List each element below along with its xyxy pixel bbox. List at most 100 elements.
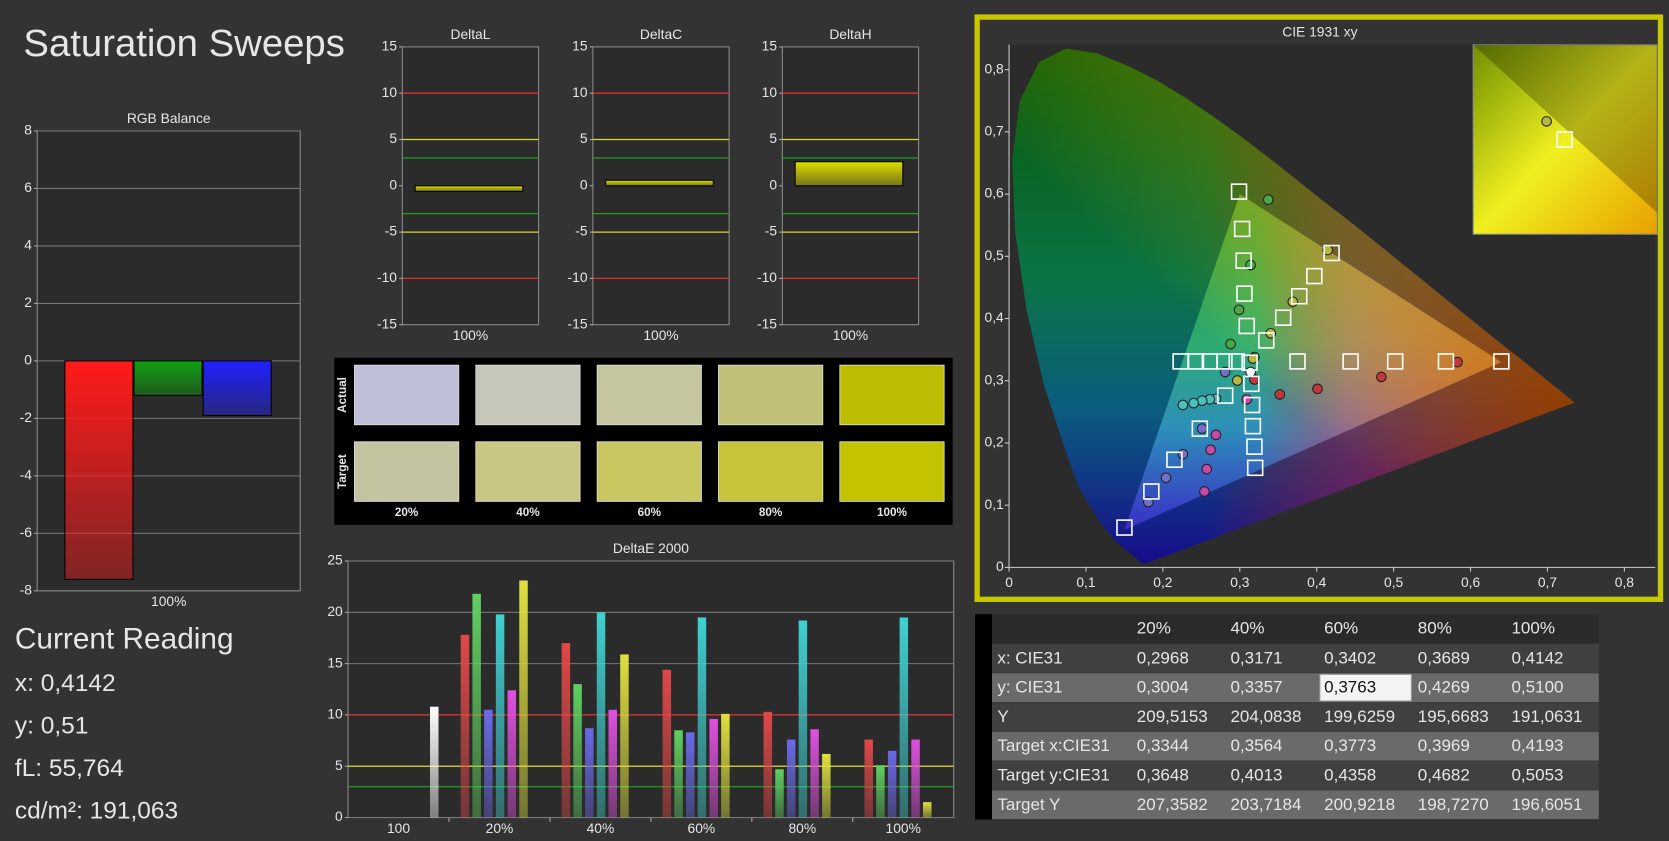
bar: [585, 728, 594, 818]
y-tick-label: 5: [580, 130, 588, 146]
table-cell: 191,0631: [1511, 707, 1582, 726]
y-tick-label: 10: [382, 84, 398, 100]
x-tick-label: 80%: [788, 820, 816, 836]
y-tick-label: 5: [335, 757, 343, 773]
swatch: [839, 441, 945, 502]
bar: [798, 620, 808, 818]
table-cell: 0,3344: [1137, 736, 1189, 755]
table-row-label: Target y:CIE31: [997, 766, 1110, 785]
target-point: [1235, 252, 1252, 269]
measured-point: [1210, 429, 1222, 441]
y-tick-label: 0,4: [985, 309, 1005, 325]
table-cell: 0,3004: [1137, 678, 1189, 697]
target-point: [1191, 420, 1209, 437]
table-cell: 0,4193: [1511, 736, 1563, 755]
target-point: [1228, 353, 1245, 370]
x-tick-label: 0,1: [1076, 574, 1096, 590]
y-tick-label: 0,7: [985, 123, 1004, 139]
chart-title: DeltaE 2000: [613, 540, 689, 556]
bar: [460, 634, 470, 818]
y-tick-label: 8: [24, 122, 32, 138]
target-point: [1166, 451, 1183, 469]
y-tick-label: 25: [327, 552, 343, 568]
swatch-column-label: 20%: [395, 506, 419, 519]
bar: [561, 643, 571, 818]
y-tick-label: 2: [24, 294, 32, 310]
bar: [507, 690, 517, 818]
bar: [911, 739, 920, 818]
bar: [923, 802, 932, 818]
reading-line: x: 0,4142: [15, 670, 116, 697]
table-cell: 207,3582: [1137, 795, 1208, 814]
y-tick-label: -2: [20, 409, 32, 425]
bar: [686, 732, 695, 818]
table-row-label: Y: [997, 707, 1008, 726]
bar: [596, 612, 606, 818]
measured-point: [1262, 194, 1274, 206]
table-cell: 0,5100: [1511, 678, 1563, 697]
y-tick-label: -5: [385, 223, 398, 239]
chart-title: RGB Balance: [127, 110, 211, 126]
bar: [662, 669, 672, 818]
measured-point: [1245, 366, 1256, 378]
target-point: [1236, 285, 1253, 302]
bar: [519, 580, 528, 818]
y-tick-label: 10: [327, 706, 343, 722]
target-point: [1342, 353, 1359, 370]
swatch: [475, 441, 581, 502]
target-point: [1201, 353, 1219, 370]
y-tick-label: 0,8: [985, 60, 1005, 76]
measured-point: [1274, 389, 1286, 400]
measured-point: [1199, 486, 1210, 497]
target-point: [1116, 519, 1133, 536]
table-cell: 195,6683: [1418, 707, 1489, 726]
table-column-header: 20%: [1137, 619, 1171, 638]
measured-point: [1233, 304, 1245, 316]
target-point: [1172, 353, 1189, 370]
measured-point: [1188, 397, 1199, 409]
reading-line: cd/m²: 191,063: [15, 798, 178, 825]
bar: [887, 750, 897, 818]
table-cell: 196,6051: [1511, 795, 1582, 814]
bar: [64, 360, 134, 580]
table-column-header: 40%: [1230, 619, 1264, 638]
y-tick-label: 10: [572, 84, 588, 100]
x-tick-label: 100%: [643, 327, 678, 343]
target-point: [1246, 438, 1263, 455]
table-row: [992, 702, 1599, 732]
bar: [763, 711, 773, 818]
bar: [414, 185, 524, 192]
y-tick-label: 6: [24, 179, 32, 195]
x-tick-label: 100%: [833, 327, 868, 343]
measured-point: [1376, 371, 1387, 383]
swatch: [596, 441, 702, 502]
measured-point: [1205, 444, 1216, 456]
measured-point: [1177, 399, 1189, 411]
table-cell: 0,3171: [1230, 648, 1282, 667]
target-point: [1243, 396, 1261, 414]
table-cell: 0,3969: [1418, 736, 1470, 755]
x-tick-label: 100: [387, 820, 410, 836]
target-point: [1143, 483, 1160, 500]
gamut-triangle-light: [1124, 194, 1502, 531]
selected-cell: [1319, 673, 1412, 702]
x-tick-label: 0,4: [1307, 574, 1327, 590]
bar: [794, 161, 904, 187]
table-row-label: Target x:CIE31: [997, 736, 1110, 755]
zoom-point: [1541, 116, 1552, 127]
swatch: [354, 364, 460, 426]
x-tick-label: 0,2: [1153, 574, 1172, 590]
table-cell: 0,4358: [1324, 766, 1376, 785]
y-tick-label: 4: [24, 237, 32, 253]
x-tick-label: 0,8: [1615, 574, 1635, 590]
x-tick-label: 60%: [688, 820, 716, 836]
x-tick-label: 0,7: [1538, 574, 1557, 590]
swatch: [596, 364, 702, 426]
target-point: [1437, 353, 1455, 370]
bar: [202, 360, 272, 417]
table-header: [975, 614, 1599, 643]
bar: [697, 617, 707, 818]
table-cell: 200,9218: [1324, 795, 1395, 814]
target-point: [1289, 353, 1306, 370]
